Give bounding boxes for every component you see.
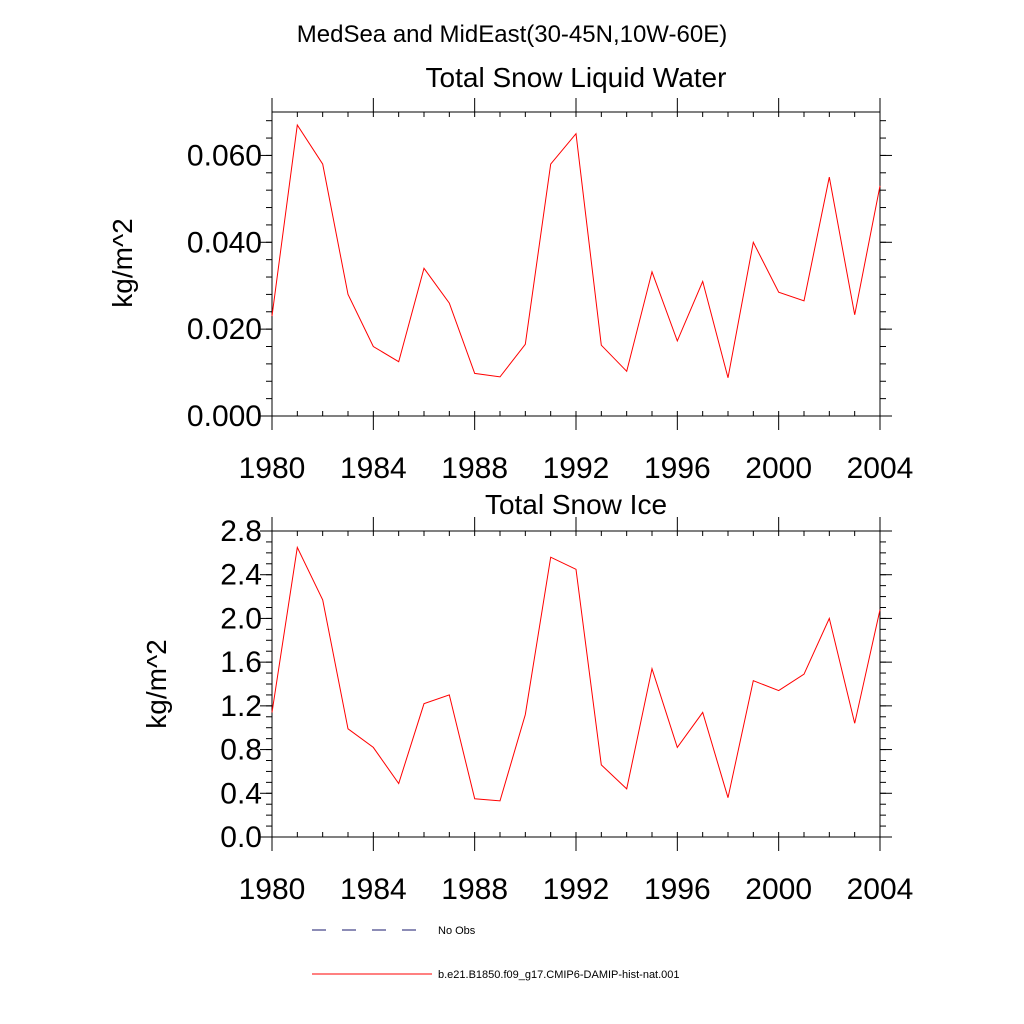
legend: No Obs b.e21.B1850.f09_g17.CMIP6-DAMIP-h… <box>312 925 680 981</box>
x-tick-label: 1984 <box>340 452 407 485</box>
page-title: MedSea and MidEast(30-45N,10W-60E) <box>297 21 727 48</box>
chart-title: Total Snow Ice <box>485 489 667 520</box>
x-tick-label: 1980 <box>239 873 306 906</box>
x-tick-label: 2004 <box>847 452 914 485</box>
x-tick-label: 1996 <box>644 873 711 906</box>
x-tick-label: 1984 <box>340 873 407 906</box>
y-tick-label: 0.4 <box>220 777 262 810</box>
y-axis-label: kg/m^2 <box>107 218 138 307</box>
y-tick-label: 0.0 <box>220 821 262 854</box>
panel-total-snow-ice: Total Snow Ice kg/m^2 0.0 0.4 0.8 1.2 1.6 2.0… <box>141 489 913 906</box>
series-line <box>271 123 881 378</box>
y-tick-label: 1.6 <box>220 646 262 679</box>
x-tick-label: 1992 <box>543 452 610 485</box>
x-tick-label: 2000 <box>745 452 812 485</box>
plot-frame <box>271 111 881 417</box>
y-tick-label: 1.2 <box>220 690 262 723</box>
y-tick-label: 0.8 <box>220 734 262 767</box>
legend-label-model: b.e21.B1850.f09_g17.CMIP6-DAMIP-hist-nat… <box>438 969 680 981</box>
x-tick-label: 1988 <box>441 873 508 906</box>
x-tick-label: 2004 <box>847 873 914 906</box>
x-tick-label: 1996 <box>644 452 711 485</box>
y-tick-label: 2.4 <box>220 559 262 592</box>
y-tick-label: 0.060 <box>187 139 262 172</box>
x-tick-label: 2000 <box>745 873 812 906</box>
y-axis-label: kg/m^2 <box>141 639 172 728</box>
y-tick-label: 0.020 <box>187 313 262 346</box>
y-tick-label: 2.8 <box>220 515 262 548</box>
legend-label-no-obs: No Obs <box>438 925 476 937</box>
x-tick-label: 1992 <box>543 873 610 906</box>
panel-total-snow-liquid-water: Total Snow Liquid Water kg/m^2 0.000 0.02… <box>107 62 913 485</box>
x-tick-label: 1988 <box>441 452 508 485</box>
y-tick-label: 2.0 <box>220 602 262 635</box>
y-tick-label: 0.000 <box>187 400 262 433</box>
x-tick-label: 1980 <box>239 452 306 485</box>
chart-title: Total Snow Liquid Water <box>426 62 727 93</box>
y-tick-label: 0.040 <box>187 226 262 259</box>
series-line <box>271 545 881 802</box>
